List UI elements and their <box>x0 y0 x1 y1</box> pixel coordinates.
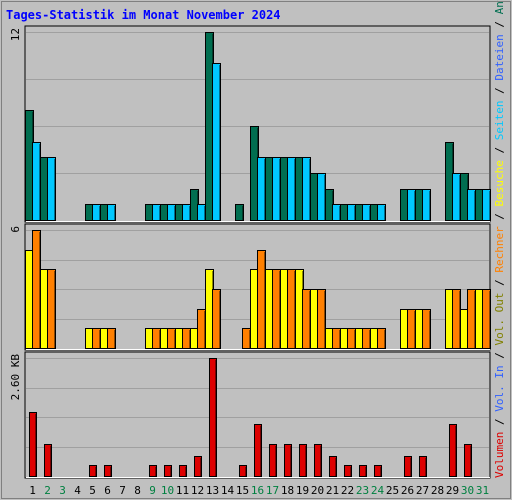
bar-volume-volumen-30 <box>464 444 472 477</box>
bar-volume-volumen-20 <box>314 444 322 477</box>
bar-volume-volumen-1 <box>29 412 37 477</box>
bar-volume-volumen-15 <box>239 465 247 477</box>
x-tick-label-23: 23 <box>356 484 369 497</box>
bar-volume-volumen-23 <box>359 465 367 477</box>
x-tick-label-15: 15 <box>236 484 249 497</box>
x-tick-label-25: 25 <box>386 484 399 497</box>
bar-requests-dateien-13 <box>212 63 221 221</box>
x-tick-label-20: 20 <box>311 484 324 497</box>
bar-volume-volumen-27 <box>419 456 427 477</box>
x-tick-label-30: 30 <box>461 484 474 497</box>
bar-volume-volumen-22 <box>344 465 352 477</box>
x-tick-label-8: 8 <box>134 484 141 497</box>
bar-volume-volumen-16 <box>254 424 262 477</box>
x-axis-day-labels: 1 2 3 4 5 6 7 8 9 10 11 12 13 14 15 16 17 18 19 20 21 22 23 24 2… <box>29 484 489 497</box>
bar-visits-rechner-13 <box>212 289 221 349</box>
bar-visits-rechner-2 <box>47 269 56 349</box>
bar-volume-volumen-13 <box>209 358 217 477</box>
panel-visits: 6 <box>9 223 491 351</box>
x-tick-label-14: 14 <box>221 484 235 497</box>
bar-volume-volumen-18 <box>284 444 292 477</box>
panel-volume: 2.60 KB <box>9 351 491 479</box>
legend-entry-8: Besuche <box>493 160 506 206</box>
panel-requests: 12 <box>9 25 491 223</box>
bar-visits-rechner-6 <box>107 328 116 349</box>
bar-volume-volumen-24 <box>374 465 382 477</box>
bar-requests-dateien-31 <box>482 189 491 221</box>
x-tick-label-26: 26 <box>401 484 414 497</box>
x-tick-label-19: 19 <box>296 484 309 497</box>
x-tick-label-28: 28 <box>431 484 444 497</box>
legend-entry-0: Volumen <box>493 432 506 478</box>
x-tick-label-7: 7 <box>119 484 126 497</box>
bar-visits-rechner-27 <box>422 309 431 349</box>
legend-entry-5: / <box>493 273 506 293</box>
bar-volume-volumen-29 <box>449 424 457 477</box>
y-max-label-visits: 6 <box>9 226 22 233</box>
legend-entry-7: / <box>493 206 506 226</box>
bar-volume-volumen-11 <box>179 465 187 477</box>
legend-entry-13: / <box>493 14 506 34</box>
chart-panels: 12 6 2.60 KB <box>9 25 491 479</box>
right-legend: Volumen / Vol. In / Vol. Out / Rechner /… <box>493 0 506 478</box>
bar-requests-dateien-24 <box>377 204 386 221</box>
x-tick-label-3: 3 <box>59 484 66 497</box>
bar-visits-rechner-20 <box>317 289 326 349</box>
x-tick-label-5: 5 <box>89 484 96 497</box>
x-tick-label-16: 16 <box>251 484 264 497</box>
bar-requests-anfragen-15 <box>235 204 244 221</box>
x-tick-label-27: 27 <box>416 484 429 497</box>
bar-volume-volumen-26 <box>404 456 412 477</box>
bar-volume-volumen-2 <box>44 444 52 477</box>
bar-visits-rechner-31 <box>482 289 491 349</box>
x-tick-label-21: 21 <box>326 484 339 497</box>
chart-title: Tages-Statistik im Monat November 2024 <box>6 8 281 22</box>
legend-entry-2: Vol. In <box>493 365 506 411</box>
legend-entry-14: Anfragen <box>493 0 506 14</box>
legend-entry-9: / <box>493 140 506 160</box>
bar-volume-volumen-6 <box>104 465 112 477</box>
bar-requests-dateien-27 <box>422 189 431 221</box>
bar-visits-rechner-24 <box>377 328 386 349</box>
x-tick-label-24: 24 <box>371 484 385 497</box>
right-legend-text: Volumen / Vol. In / Vol. Out / Rechner /… <box>493 0 506 478</box>
bar-volume-volumen-19 <box>299 444 307 477</box>
x-tick-label-12: 12 <box>191 484 204 497</box>
y-max-label-requests: 12 <box>9 28 22 41</box>
bar-volume-volumen-17 <box>269 444 277 477</box>
legend-entry-11: / <box>493 81 506 101</box>
bar-requests-dateien-2 <box>47 157 56 221</box>
x-tick-label-22: 22 <box>341 484 354 497</box>
bar-volume-volumen-21 <box>329 456 337 477</box>
bar-volume-volumen-12 <box>194 456 202 477</box>
x-tick-label-4: 4 <box>74 484 81 497</box>
bar-volume-volumen-5 <box>89 465 97 477</box>
x-tick-label-11: 11 <box>176 484 189 497</box>
legend-entry-12: Dateien <box>493 34 506 80</box>
x-tick-label-9: 9 <box>149 484 156 497</box>
x-tick-label-6: 6 <box>104 484 111 497</box>
x-tick-label-29: 29 <box>446 484 459 497</box>
bar-volume-volumen-9 <box>149 465 157 477</box>
x-tick-label-18: 18 <box>281 484 294 497</box>
x-tick-label-13: 13 <box>206 484 219 497</box>
y-max-label-volume: 2.60 KB <box>9 354 22 401</box>
x-tick-label-1: 1 <box>29 484 36 497</box>
x-tick-label-31: 31 <box>476 484 489 497</box>
legend-entry-10: Seiten <box>493 100 506 140</box>
x-tick-label-10: 10 <box>161 484 174 497</box>
legend-entry-6: Rechner <box>493 226 506 273</box>
legend-entry-4: Vol. Out <box>493 293 506 346</box>
bar-volume-volumen-10 <box>164 465 172 477</box>
legend-entry-3: / <box>493 346 506 366</box>
x-tick-label-2: 2 <box>44 484 51 497</box>
legend-entry-1: / <box>493 412 506 432</box>
x-tick-label-17: 17 <box>266 484 279 497</box>
bar-requests-dateien-6 <box>107 204 116 221</box>
